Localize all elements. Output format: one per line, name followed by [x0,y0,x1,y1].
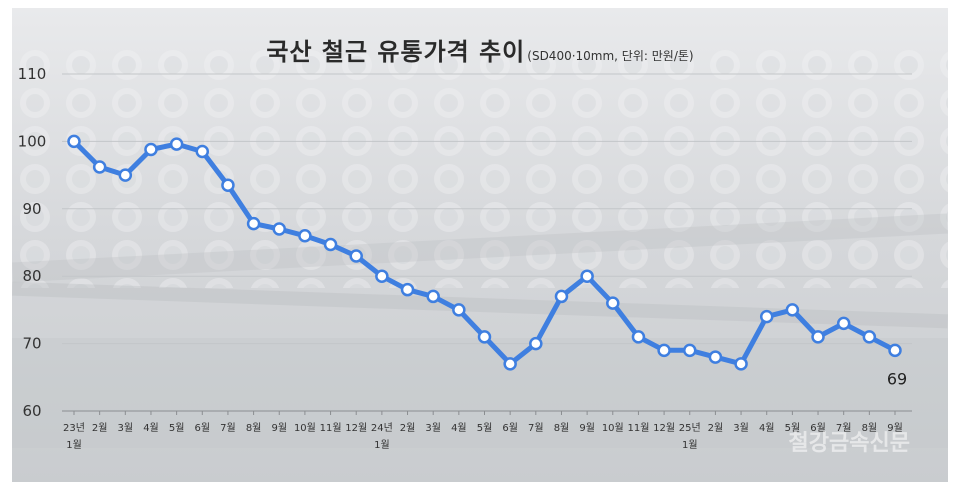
x-tick-label: 1월 [374,439,390,451]
x-tick-label: 6월 [810,422,826,434]
x-tick-label: 2월 [400,422,416,434]
data-point [92,160,107,174]
data-point [169,137,184,151]
data-point [246,216,261,231]
x-tick-label: 24년 [371,422,393,434]
x-tick-label: 3월 [118,422,134,434]
data-point [888,343,902,358]
data-point [477,330,492,344]
x-tick-label: 9월 [271,422,287,434]
x-tick-label: 2월 [92,422,108,434]
chart-title-main: 국산 철근 유통가격 추이 [266,38,525,66]
x-tick-label: 11월 [627,422,649,434]
x-tick-label: 12월 [345,422,367,434]
data-point [683,343,697,358]
data-labels: 69 [887,369,907,388]
x-tick-label: 10월 [294,422,316,434]
chart-frame: 60 70 80 90 100 110 23년 1월 2월 3월 4월 5월 6월 7월 8월 9월 10월 1… [12,8,948,482]
chart-title: 국산 철근 유통가격 추이 (SD400·10mm, 단위: 만원/톤) [266,38,693,66]
data-point [144,142,158,157]
y-tick-label: 70 [22,335,41,353]
data-point [529,336,543,351]
data-point [298,229,312,243]
publisher-watermark: 철강금속신문 [789,431,910,456]
data-point [785,303,800,317]
data-point [400,282,415,297]
data-point [862,330,877,344]
data-point [759,309,774,324]
data-point [195,144,210,159]
steel-rebar-photo-background [12,8,948,482]
chart-title-subtitle: (SD400·10mm, 단위: 만원/톤) [527,49,693,63]
x-tick-label: 12월 [653,422,675,434]
x-tick-label: 9월 [579,422,595,434]
x-tick-label: 1월 [66,439,82,451]
data-point [118,168,133,182]
x-tick-label: 6월 [502,422,518,434]
data-point [67,134,81,149]
x-tick-label: 6월 [195,422,211,434]
x-tick-label: 5월 [477,422,493,434]
data-point [323,237,338,252]
x-tick-label: 4월 [759,422,775,434]
data-point [606,296,620,310]
x-tick-label: 4월 [451,422,467,434]
y-axis: 60 70 80 90 100 110 [18,65,47,420]
x-tick-label: 8월 [554,422,570,434]
x-tick-label: 2월 [708,422,724,434]
x-tick-label: 3월 [733,422,749,434]
data-point [503,357,517,371]
x-tick-label: 1월 [682,439,698,451]
data-point [580,269,594,283]
x-tick-label: 7월 [528,422,544,434]
x-tick-label: 3월 [425,422,441,434]
data-point [657,343,671,358]
data-point [426,289,440,304]
data-point [554,289,569,304]
x-tick-label: 7월 [220,422,236,434]
data-point [452,303,466,317]
data-point [811,330,825,344]
data-point [221,178,235,192]
x-tick-label: 7월 [836,422,852,434]
y-tick-label: 110 [18,65,47,83]
x-tick-label: 10월 [602,422,624,434]
data-point [631,330,646,344]
series-line [67,134,902,371]
x-tick-label: 5월 [169,422,185,434]
data-point [375,269,389,283]
data-point [349,249,363,263]
y-tick-label: 100 [18,132,47,150]
x-tick-label: 4월 [143,422,159,434]
gridlines [62,73,912,412]
data-label-last: 69 [887,369,907,388]
x-tick-label: 25년 [679,422,701,434]
data-point [734,357,748,371]
x-tick-label: 11월 [320,422,342,434]
data-point [708,350,723,364]
y-tick-label: 90 [22,200,41,218]
data-point [272,222,286,236]
x-tick-label: 9월 [887,422,903,434]
x-tick-label: 5월 [785,422,801,434]
y-tick-label: 80 [22,267,41,285]
x-tick-label: 23년 [63,422,85,434]
x-tick-label: 8월 [246,422,262,434]
x-tick-label: 8월 [862,422,878,434]
data-point [836,316,851,331]
y-tick-label: 60 [22,402,41,420]
